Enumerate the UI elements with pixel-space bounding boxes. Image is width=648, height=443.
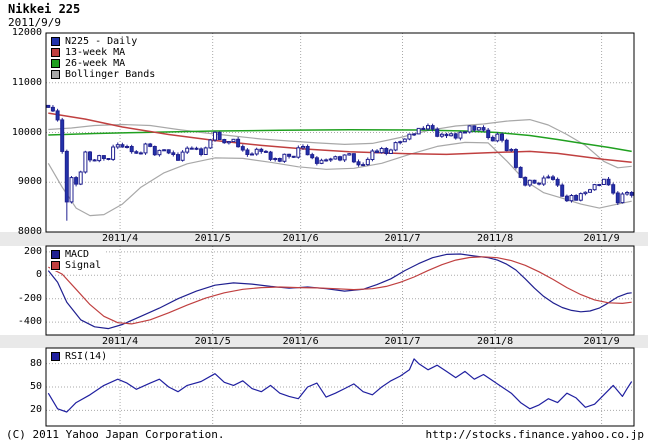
x-axis-label: 2011/8 <box>477 336 514 347</box>
legend-swatch-icon <box>51 70 60 79</box>
legend-label: 26-week MA <box>65 58 126 69</box>
legend-macd: MACD Signal <box>50 249 105 271</box>
legend-swatch-icon <box>51 352 60 361</box>
x-axis-label: 2011/7 <box>384 336 421 347</box>
x-axis-label: 2011/9 <box>583 233 620 244</box>
chart-title: Nikkei 225 <box>8 2 81 16</box>
x-axis-label: 2011/4 <box>102 336 139 347</box>
legend-item: MACD <box>51 249 101 260</box>
y-axis-tick-label: 12000 <box>11 27 42 38</box>
legend-swatch-icon <box>51 261 60 270</box>
x-axis-label: 2011/9 <box>583 336 620 347</box>
x-axis-label: 2011/6 <box>282 233 319 244</box>
legend-label: Bollinger Bands <box>65 69 156 80</box>
legend-item: N225 - Daily <box>51 36 155 47</box>
legend-item: Signal <box>51 260 101 271</box>
legend-swatch-icon <box>51 48 60 57</box>
y-axis-tick-label: 10000 <box>11 126 42 138</box>
y-axis-tick-label: -400 <box>17 316 42 328</box>
y-axis-tick-label: 200 <box>23 245 42 257</box>
source-url-text: http://stocks.finance.yahoo.co.jp <box>425 428 644 441</box>
chart-date: 2011/9/9 <box>8 16 61 29</box>
y-axis-tick-label: 9000 <box>17 176 42 188</box>
y-axis-tick-label: 11000 <box>11 76 42 88</box>
x-axis-label: 2011/5 <box>194 336 231 347</box>
legend-label: RSI(14) <box>65 351 108 362</box>
legend-item: RSI(14) <box>51 351 107 362</box>
copyright-text: (C) 2011 Yahoo Japan Corporation. <box>6 428 225 441</box>
legend-swatch-icon <box>51 37 60 46</box>
x-axis-label: 2011/6 <box>282 336 319 347</box>
y-axis-tick-label: 80 <box>29 357 42 369</box>
legend-label: MACD <box>65 249 90 260</box>
x-axis-label: 2011/8 <box>477 233 514 244</box>
y-axis-tick-label: 20 <box>29 404 42 416</box>
legend-item: 26-week MA <box>51 58 155 69</box>
y-axis-tick-label: 50 <box>29 381 42 392</box>
legend-price: N225 - Daily 13-week MA 26-week MA Bollinge… <box>50 36 159 80</box>
x-axis-strip-upper: 2011/4 2011/5 2011/6 2011/7 2011/8 2011/9 <box>0 232 648 246</box>
legend-swatch-icon <box>51 59 60 68</box>
y-axis-tick-label: 0 <box>35 269 42 281</box>
legend-item: Bollinger Bands <box>51 69 155 80</box>
legend-item: 13-week MA <box>51 47 155 58</box>
legend-label: 13-week MA <box>65 47 126 58</box>
legend-rsi: RSI(14) <box>50 351 111 362</box>
y-axis-tick-label: -200 <box>17 292 42 304</box>
x-axis-label: 2011/7 <box>384 233 421 244</box>
x-axis-label: 2011/4 <box>102 233 139 244</box>
x-axis-label: 2011/5 <box>194 233 231 244</box>
y-axis-tick-label: 8000 <box>17 226 42 237</box>
legend-label: N225 - Daily <box>65 36 138 47</box>
legend-label: Signal <box>65 260 102 271</box>
legend-swatch-icon <box>51 250 60 259</box>
x-axis-strip-lower: 2011/4 2011/5 2011/6 2011/7 2011/8 2011/9 <box>0 335 648 348</box>
